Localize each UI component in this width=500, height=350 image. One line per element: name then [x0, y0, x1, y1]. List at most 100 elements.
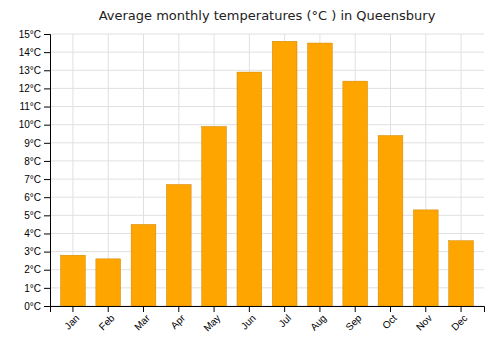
- axis-line: [44, 35, 51, 307]
- tick-label: Sep: [343, 312, 364, 333]
- tick: 11°C: [19, 101, 50, 112]
- tick: 8°C: [24, 156, 50, 167]
- bar: [413, 210, 438, 306]
- tick-label: 15°C: [19, 29, 41, 40]
- tick: Jul: [276, 306, 293, 329]
- tick: 13°C: [19, 65, 50, 76]
- bar: [96, 259, 121, 306]
- grid-line: [50, 197, 484, 198]
- tick: 15°C: [19, 29, 50, 40]
- bar: [237, 72, 262, 306]
- grid-line: [50, 106, 484, 107]
- tick-label: 11°C: [19, 101, 41, 112]
- tick: May: [201, 306, 222, 334]
- tick: Oct: [380, 306, 399, 331]
- tick: Sep: [343, 306, 364, 333]
- tick-label: 13°C: [19, 65, 41, 76]
- tick-label: 4°C: [24, 228, 41, 239]
- tick-label: 2°C: [24, 264, 41, 275]
- grid-line: [50, 52, 484, 53]
- tick-mark: [178, 306, 179, 312]
- bar: [166, 185, 191, 306]
- tick: 10°C: [19, 119, 50, 130]
- chart: 0°C 1°C 2°C 3°C 4°C 5°C 6°C 7°C 8°C 9°C 10°C 11°C 12…: [0, 0, 500, 350]
- tick: Jan: [62, 306, 81, 332]
- tick: 2°C: [24, 264, 50, 275]
- bar: [378, 136, 403, 306]
- tick-label: 12°C: [19, 83, 41, 94]
- tick-mark: [72, 306, 73, 312]
- tick: 6°C: [24, 192, 50, 203]
- tick-label: 10°C: [19, 119, 41, 130]
- tick-mark: [249, 306, 250, 312]
- tick-mark: [214, 306, 215, 312]
- bar: [202, 126, 227, 306]
- tick: Aug: [308, 306, 328, 333]
- tick-mark: [108, 306, 109, 312]
- grid-line: [50, 34, 484, 35]
- tick-mark: [44, 143, 50, 144]
- tick-mark: [44, 288, 50, 289]
- tick-mark: [44, 52, 50, 53]
- tick: 5°C: [24, 210, 50, 221]
- tick-label: 0°C: [24, 301, 41, 312]
- tick: 3°C: [24, 246, 50, 257]
- y-axis: 0°C 1°C 2°C 3°C 4°C 5°C 6°C 7°C 8°C 9°C 10°C 11°C 12…: [19, 29, 51, 312]
- tick-mark: [44, 179, 50, 180]
- tick-label: 8°C: [24, 156, 41, 167]
- tick-label: 6°C: [24, 192, 41, 203]
- tick-mark: [143, 306, 144, 312]
- tick-label: Jan: [62, 312, 81, 331]
- tick-label: Jul: [276, 312, 293, 329]
- bar: [343, 81, 368, 306]
- tick: 12°C: [19, 83, 50, 94]
- bar: [131, 224, 156, 306]
- grid-line: [50, 70, 484, 71]
- tick: 14°C: [19, 47, 50, 58]
- tick-label: Oct: [380, 312, 399, 331]
- tick: Dec: [449, 306, 469, 333]
- tick-label: Dec: [449, 312, 469, 332]
- tick: 1°C: [24, 283, 50, 294]
- tick-mark: [44, 125, 50, 126]
- tick-label: Jun: [239, 312, 258, 331]
- tick-mark: [390, 306, 391, 312]
- tick-mark: [319, 306, 320, 312]
- tick: 9°C: [24, 138, 50, 149]
- tick: 7°C: [24, 174, 50, 185]
- tick-mark: [284, 306, 285, 312]
- tick-label: 1°C: [24, 283, 41, 294]
- tick-label: 14°C: [19, 47, 41, 58]
- tick-label: Nov: [414, 312, 434, 332]
- tick-label: 7°C: [24, 174, 41, 185]
- tick-label: Apr: [168, 312, 187, 331]
- axis-line: [51, 307, 485, 313]
- tick: Mar: [132, 306, 152, 332]
- grid-line: [50, 88, 484, 89]
- tick-label: Mar: [132, 312, 152, 332]
- tick-label: 9°C: [24, 138, 41, 149]
- tick-mark: [425, 306, 426, 312]
- tick: Feb: [97, 306, 117, 332]
- tick-mark: [44, 270, 50, 271]
- bars: [61, 41, 474, 306]
- tick-mark: [44, 197, 50, 198]
- tick-mark: [44, 215, 50, 216]
- x-axis: Jan Feb Mar Apr May Jun Jul Aug Sep Oct Nov Dec: [51, 306, 485, 334]
- plot: 0°C 1°C 2°C 3°C 4°C 5°C 6°C 7°C 8°C 9°C 10°C 11°C 12…: [19, 29, 485, 334]
- tick-mark: [44, 306, 50, 307]
- tick: Apr: [168, 306, 187, 331]
- bar: [272, 41, 297, 306]
- tick-mark: [355, 306, 356, 312]
- tick-mark: [44, 34, 50, 35]
- tick: Nov: [414, 306, 434, 333]
- grid-line: [50, 160, 484, 161]
- tick-mark: [44, 107, 50, 108]
- tick-label: Aug: [308, 312, 328, 332]
- tick-mark: [44, 233, 50, 234]
- bar: [449, 241, 474, 306]
- tick-mark: [44, 88, 50, 89]
- tick-label: Feb: [97, 312, 117, 332]
- tick-label: May: [201, 312, 222, 333]
- grid-line: [50, 142, 484, 143]
